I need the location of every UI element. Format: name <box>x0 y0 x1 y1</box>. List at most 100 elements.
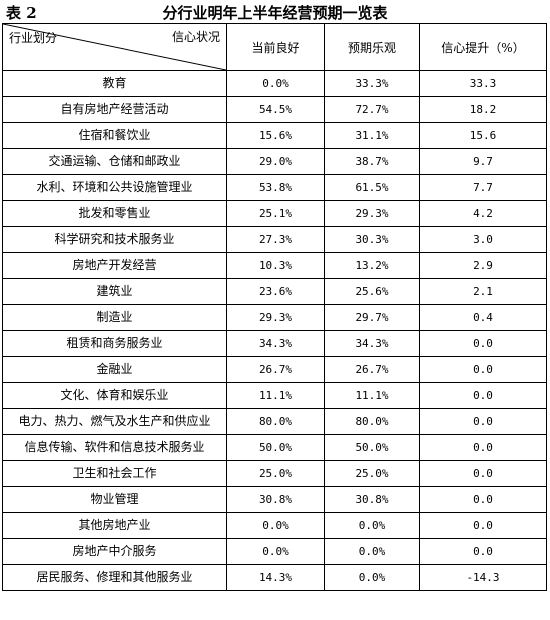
table-row: 金融业 26.7% 26.7% 0.0 <box>2 356 547 383</box>
industry-cell: 自有房地产经营活动 <box>2 96 227 123</box>
current-good-cell: 15.6% <box>226 122 325 149</box>
confidence-up-cell: 7.7 <box>419 174 547 201</box>
current-good-cell: 30.8% <box>226 486 325 513</box>
table-row: 卫生和社会工作 25.0% 25.0% 0.0 <box>2 460 547 487</box>
table-row: 科学研究和技术服务业 27.3% 30.3% 3.0 <box>2 226 547 253</box>
confidence-up-cell: 2.9 <box>419 252 547 279</box>
current-good-cell: 0.0% <box>226 538 325 565</box>
table-row: 信息传输、软件和信息技术服务业 50.0% 50.0% 0.0 <box>2 434 547 461</box>
industry-cell: 制造业 <box>2 304 227 331</box>
confidence-up-cell: -14.3 <box>419 564 547 591</box>
industry-cell: 房地产开发经营 <box>2 252 227 279</box>
expected-optimistic-cell: 25.6% <box>324 278 420 305</box>
table-title: 分行业明年上半年经营预期一览表 <box>162 4 388 22</box>
expected-optimistic-cell: 30.3% <box>324 226 420 253</box>
table-row: 其他房地产业 0.0% 0.0% 0.0 <box>2 512 547 539</box>
expected-optimistic-cell: 30.8% <box>324 486 420 513</box>
title-row: 表 2 分行业明年上半年经营预期一览表 <box>0 0 550 22</box>
industry-cell: 房地产中介服务 <box>2 538 227 565</box>
confidence-up-cell: 0.0 <box>419 408 547 435</box>
confidence-up-cell: 0.0 <box>419 434 547 461</box>
header-current-good: 当前良好 <box>226 23 325 71</box>
current-good-cell: 29.3% <box>226 304 325 331</box>
table-row: 租赁和商务服务业 34.3% 34.3% 0.0 <box>2 330 547 357</box>
current-good-cell: 0.0% <box>226 70 325 97</box>
table-label: 表 2 <box>6 4 37 22</box>
confidence-up-cell: 0.0 <box>419 512 547 539</box>
confidence-up-cell: 0.4 <box>419 304 547 331</box>
confidence-up-cell: 4.2 <box>419 200 547 227</box>
expected-optimistic-cell: 72.7% <box>324 96 420 123</box>
confidence-up-cell: 3.0 <box>419 226 547 253</box>
table-row: 电力、热力、燃气及水生产和供应业 80.0% 80.0% 0.0 <box>2 408 547 435</box>
expected-optimistic-cell: 0.0% <box>324 538 420 565</box>
industry-cell: 科学研究和技术服务业 <box>2 226 227 253</box>
diagonal-line <box>3 24 226 70</box>
table-row: 物业管理 30.8% 30.8% 0.0 <box>2 486 547 513</box>
confidence-up-cell: 9.7 <box>419 148 547 175</box>
expected-optimistic-cell: 61.5% <box>324 174 420 201</box>
table-row: 建筑业 23.6% 25.6% 2.1 <box>2 278 547 305</box>
current-good-cell: 34.3% <box>226 330 325 357</box>
current-good-cell: 26.7% <box>226 356 325 383</box>
table-row: 自有房地产经营活动 54.5% 72.7% 18.2 <box>2 96 547 123</box>
industry-cell: 水利、环境和公共设施管理业 <box>2 174 227 201</box>
confidence-up-cell: 0.0 <box>419 538 547 565</box>
table-row: 教育 0.0% 33.3% 33.3 <box>2 70 547 97</box>
table-row: 住宿和餐饮业 15.6% 31.1% 15.6 <box>2 122 547 149</box>
industry-cell: 批发和零售业 <box>2 200 227 227</box>
confidence-up-cell: 18.2 <box>419 96 547 123</box>
industry-cell: 文化、体育和娱乐业 <box>2 382 227 409</box>
industry-cell: 教育 <box>2 70 227 97</box>
confidence-up-cell: 0.0 <box>419 356 547 383</box>
expected-optimistic-cell: 13.2% <box>324 252 420 279</box>
expected-optimistic-cell: 0.0% <box>324 512 420 539</box>
header-col-label: 信心状况 <box>171 30 220 44</box>
current-good-cell: 80.0% <box>226 408 325 435</box>
current-good-cell: 25.1% <box>226 200 325 227</box>
table-row: 房地产中介服务 0.0% 0.0% 0.0 <box>2 538 547 565</box>
current-good-cell: 25.0% <box>226 460 325 487</box>
header-expected-optimistic: 预期乐观 <box>324 23 420 71</box>
expected-optimistic-cell: 33.3% <box>324 70 420 97</box>
current-good-cell: 53.8% <box>226 174 325 201</box>
industry-cell: 建筑业 <box>2 278 227 305</box>
table-row: 居民服务、修理和其他服务业 14.3% 0.0% -14.3 <box>2 564 547 591</box>
table-row: 交通运输、仓储和邮政业 29.0% 38.7% 9.7 <box>2 148 547 175</box>
industry-cell: 卫生和社会工作 <box>2 460 227 487</box>
industry-cell: 物业管理 <box>2 486 227 513</box>
confidence-up-cell: 0.0 <box>419 460 547 487</box>
expected-optimistic-cell: 31.1% <box>324 122 420 149</box>
expected-optimistic-cell: 11.1% <box>324 382 420 409</box>
confidence-up-cell: 2.1 <box>419 278 547 305</box>
confidence-up-cell: 15.6 <box>419 122 547 149</box>
table-row: 水利、环境和公共设施管理业 53.8% 61.5% 7.7 <box>2 174 547 201</box>
confidence-up-cell: 0.0 <box>419 330 547 357</box>
current-good-cell: 10.3% <box>226 252 325 279</box>
table-row: 批发和零售业 25.1% 29.3% 4.2 <box>2 200 547 227</box>
expected-optimistic-cell: 26.7% <box>324 356 420 383</box>
industry-cell: 其他房地产业 <box>2 512 227 539</box>
table-row: 制造业 29.3% 29.7% 0.4 <box>2 304 547 331</box>
header-row-label: 行业划分 <box>9 31 58 45</box>
industry-cell: 金融业 <box>2 356 227 383</box>
industry-cell: 住宿和餐饮业 <box>2 122 227 149</box>
expected-optimistic-cell: 0.0% <box>324 564 420 591</box>
industry-cell: 电力、热力、燃气及水生产和供应业 <box>2 408 227 435</box>
current-good-cell: 23.6% <box>226 278 325 305</box>
header-confidence-up: 信心提升（%） <box>419 23 547 71</box>
current-good-cell: 14.3% <box>226 564 325 591</box>
confidence-up-cell: 0.0 <box>419 382 547 409</box>
industry-cell: 交通运输、仓储和邮政业 <box>2 148 227 175</box>
current-good-cell: 50.0% <box>226 434 325 461</box>
current-good-cell: 54.5% <box>226 96 325 123</box>
industry-cell: 居民服务、修理和其他服务业 <box>2 564 227 591</box>
table-body: 教育 0.0% 33.3% 33.3 自有房地产经营活动 54.5% 72.7% 18.2 住宿… <box>2 70 547 591</box>
confidence-up-cell: 0.0 <box>419 486 547 513</box>
expected-optimistic-cell: 80.0% <box>324 408 420 435</box>
expected-optimistic-cell: 25.0% <box>324 460 420 487</box>
industry-cell: 租赁和商务服务业 <box>2 330 227 357</box>
current-good-cell: 27.3% <box>226 226 325 253</box>
table-row: 房地产开发经营 10.3% 13.2% 2.9 <box>2 252 547 279</box>
